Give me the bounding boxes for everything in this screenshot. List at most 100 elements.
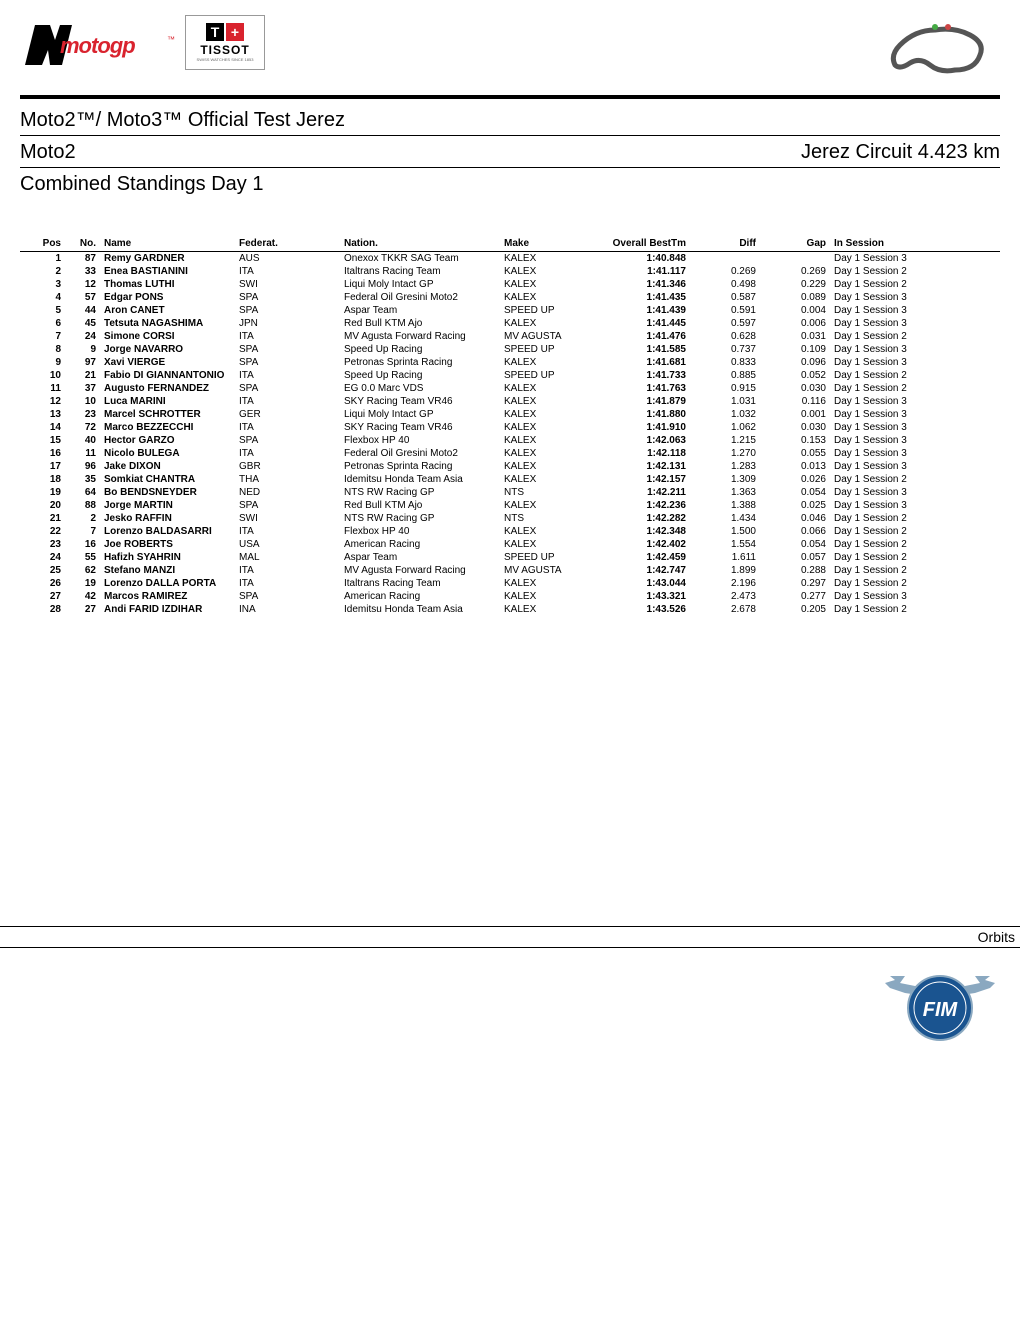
cell: 0.288 bbox=[760, 564, 830, 577]
cell: American Racing bbox=[340, 538, 500, 551]
cell: Day 1 Session 2 bbox=[830, 564, 1000, 577]
cell: Day 1 Session 2 bbox=[830, 330, 1000, 343]
col-besttm: Overall BestTm bbox=[590, 236, 690, 252]
col-name: Name bbox=[100, 236, 235, 252]
cell: EG 0.0 Marc VDS bbox=[340, 382, 500, 395]
cell: 1:41.117 bbox=[590, 265, 690, 278]
cell: Day 1 Session 2 bbox=[830, 525, 1000, 538]
cell: 1.500 bbox=[690, 525, 760, 538]
table-row: 1835Somkiat CHANTRATHAIdemitsu Honda Tea… bbox=[20, 473, 1000, 486]
cell: 1.554 bbox=[690, 538, 760, 551]
table-row: 1964Bo BENDSNEYDERNEDNTS RW Racing GPNTS… bbox=[20, 486, 1000, 499]
cell: Lorenzo BALDASARRI bbox=[100, 525, 235, 538]
cell: 1 bbox=[20, 252, 65, 266]
cell: 8 bbox=[20, 343, 65, 356]
cell: Day 1 Session 3 bbox=[830, 304, 1000, 317]
tissot-t-icon: T bbox=[206, 23, 224, 41]
cell: 0.054 bbox=[760, 486, 830, 499]
cell: KALEX bbox=[500, 291, 590, 304]
cell: KALEX bbox=[500, 408, 590, 421]
cell: 1:41.585 bbox=[590, 343, 690, 356]
cell: KALEX bbox=[500, 525, 590, 538]
title-sub: Combined Standings Day 1 bbox=[20, 168, 1000, 236]
left-logo-group: motogp ™ T + TISSOT SWISS WATCHES SINCE … bbox=[20, 15, 265, 70]
cell: ITA bbox=[235, 369, 340, 382]
cell: 0.591 bbox=[690, 304, 760, 317]
cell: THA bbox=[235, 473, 340, 486]
cell: ITA bbox=[235, 265, 340, 278]
cell: Jake DIXON bbox=[100, 460, 235, 473]
cell: 1.031 bbox=[690, 395, 760, 408]
cell: Day 1 Session 3 bbox=[830, 317, 1000, 330]
cell: SPEED UP bbox=[500, 343, 590, 356]
cell: 1:41.439 bbox=[590, 304, 690, 317]
cell: 2 bbox=[20, 265, 65, 278]
cell: 1.215 bbox=[690, 434, 760, 447]
cell: 10 bbox=[65, 395, 100, 408]
cell: 0.205 bbox=[760, 603, 830, 616]
cell: Italtrans Racing Team bbox=[340, 577, 500, 590]
table-row: 2455Hafizh SYAHRINMALAspar TeamSPEED UP1… bbox=[20, 551, 1000, 564]
cell: GBR bbox=[235, 460, 340, 473]
cell: Speed Up Racing bbox=[340, 343, 500, 356]
cell: Day 1 Session 3 bbox=[830, 395, 1000, 408]
cell: 35 bbox=[65, 473, 100, 486]
col-pos: Pos bbox=[20, 236, 65, 252]
cell: 1:42.747 bbox=[590, 564, 690, 577]
cell: Day 1 Session 2 bbox=[830, 369, 1000, 382]
table-row: 187Remy GARDNERAUSOnexox TKKR SAG TeamKA… bbox=[20, 252, 1000, 266]
cell: Somkiat CHANTRA bbox=[100, 473, 235, 486]
cell: KALEX bbox=[500, 421, 590, 434]
cell: Day 1 Session 2 bbox=[830, 603, 1000, 616]
fim-logo-icon: FIM bbox=[880, 958, 1000, 1048]
cell: 0.297 bbox=[760, 577, 830, 590]
cell: American Racing bbox=[340, 590, 500, 603]
cell: NTS RW Racing GP bbox=[340, 486, 500, 499]
table-row: 997Xavi VIERGESPAPetronas Sprinta Racing… bbox=[20, 356, 1000, 369]
motogp-tm: ™ bbox=[167, 35, 175, 44]
cell: SPA bbox=[235, 499, 340, 512]
cell: Enea BASTIANINI bbox=[100, 265, 235, 278]
cell: Day 1 Session 2 bbox=[830, 265, 1000, 278]
cell: Joe ROBERTS bbox=[100, 538, 235, 551]
cell: GER bbox=[235, 408, 340, 421]
cell: 1:42.236 bbox=[590, 499, 690, 512]
cell: Thomas LUTHI bbox=[100, 278, 235, 291]
cell: 45 bbox=[65, 317, 100, 330]
cell: ITA bbox=[235, 421, 340, 434]
cell: 1:43.044 bbox=[590, 577, 690, 590]
cell: 0.269 bbox=[690, 265, 760, 278]
cell: 0.025 bbox=[760, 499, 830, 512]
col-no: No. bbox=[65, 236, 100, 252]
cell: Day 1 Session 3 bbox=[830, 447, 1000, 460]
cell: 1:42.459 bbox=[590, 551, 690, 564]
cell: Flexbox HP 40 bbox=[340, 525, 500, 538]
cell: INA bbox=[235, 603, 340, 616]
table-row: 227Lorenzo BALDASARRIITAFlexbox HP 40KAL… bbox=[20, 525, 1000, 538]
cell: 11 bbox=[65, 447, 100, 460]
cell: Fabio DI GIANNANTONIO bbox=[100, 369, 235, 382]
cell: MV AGUSTA bbox=[500, 330, 590, 343]
cell: 55 bbox=[65, 551, 100, 564]
cell: 1:41.681 bbox=[590, 356, 690, 369]
cell: 23 bbox=[65, 408, 100, 421]
track-map-icon bbox=[880, 15, 1000, 85]
cell: 1:41.910 bbox=[590, 421, 690, 434]
cell: 1.899 bbox=[690, 564, 760, 577]
cell: 0.587 bbox=[690, 291, 760, 304]
cell: Andi FARID IZDIHAR bbox=[100, 603, 235, 616]
cell: Italtrans Racing Team bbox=[340, 265, 500, 278]
cell: KALEX bbox=[500, 382, 590, 395]
cell: 22 bbox=[20, 525, 65, 538]
cell: 28 bbox=[20, 603, 65, 616]
cell: Tetsuta NAGASHIMA bbox=[100, 317, 235, 330]
table-row: 212Jesko RAFFINSWINTS RW Racing GPNTS1:4… bbox=[20, 512, 1000, 525]
cell: 1.309 bbox=[690, 473, 760, 486]
cell: 1:41.445 bbox=[590, 317, 690, 330]
cell: KALEX bbox=[500, 473, 590, 486]
cell: 1:42.211 bbox=[590, 486, 690, 499]
cell: 0.031 bbox=[760, 330, 830, 343]
tissot-logo: T + TISSOT SWISS WATCHES SINCE 1853 bbox=[185, 15, 265, 70]
cell: KALEX bbox=[500, 538, 590, 551]
motogp-logo: motogp ™ bbox=[20, 15, 170, 70]
